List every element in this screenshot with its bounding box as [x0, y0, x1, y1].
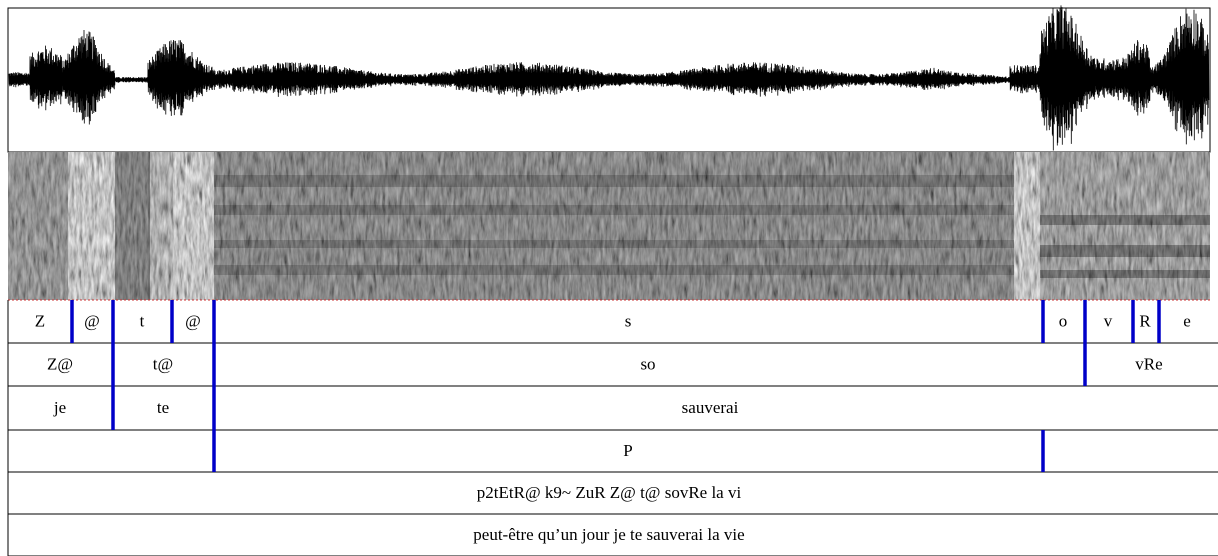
- interval-label: p2tEtR@ k9~ ZuR Z@ t@ sovRe la vi: [477, 483, 742, 502]
- formant-band: [214, 265, 1014, 275]
- interval-label: o: [1059, 311, 1068, 330]
- interval-label: te: [157, 398, 169, 417]
- interval-label: peut-être qu’un jour je te sauverai la v…: [473, 525, 744, 544]
- spectrogram-region: [214, 152, 1014, 300]
- interval-label: Z: [35, 311, 45, 330]
- formant-band: [214, 205, 1014, 215]
- annotation-view: Z@t@sovReZ@t@sovRejetesauveraiPp2tEtR@ k…: [0, 0, 1218, 556]
- interval-label: @: [185, 311, 201, 330]
- spectrogram-region: [148, 152, 173, 300]
- interval-label: t: [140, 311, 145, 330]
- formant-band: [214, 175, 1014, 187]
- interval-label: e: [1183, 311, 1191, 330]
- formant-band: [1040, 245, 1210, 257]
- interval-label: je: [53, 398, 66, 417]
- interval-label: v: [1104, 311, 1113, 330]
- interval-label: @: [84, 311, 100, 330]
- formant-band: [214, 240, 1014, 248]
- spectrogram-region: [115, 152, 150, 300]
- interval-label: t@: [153, 354, 173, 373]
- interval-label: so: [640, 354, 655, 373]
- interval-label: R: [1139, 311, 1151, 330]
- interval-label: Z@: [47, 354, 73, 373]
- formant-band: [1040, 215, 1210, 225]
- interval-label: vRe: [1135, 354, 1162, 373]
- formant-band: [1040, 270, 1210, 278]
- interval-label: sauverai: [682, 398, 739, 417]
- interval-label: s: [625, 311, 632, 330]
- spectrogram-region: [8, 152, 68, 300]
- interval-label: P: [623, 441, 632, 460]
